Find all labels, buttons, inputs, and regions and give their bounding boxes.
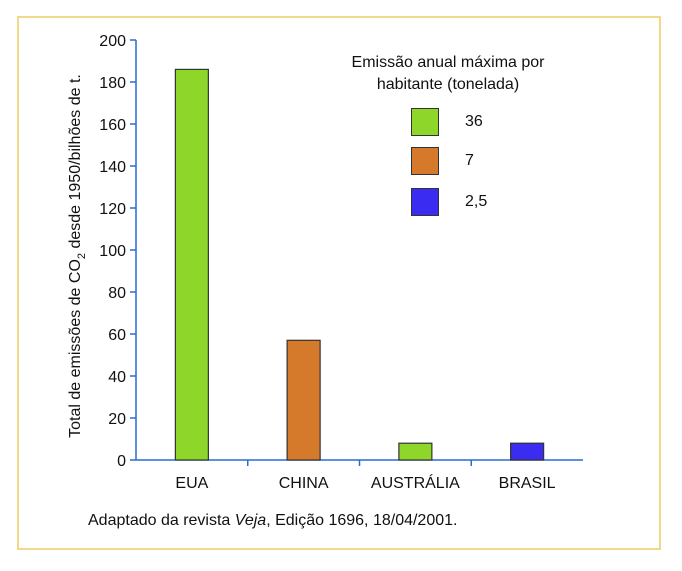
y-tick-label: 40: [108, 369, 126, 386]
y-tick-label: 160: [99, 117, 126, 134]
x-tick-labels: EUA CHINA AUSTRÁLIA BRASIL: [175, 473, 555, 492]
source-prefix: Adaptado da revista: [88, 512, 235, 529]
bar-austrália: [398, 442, 433, 461]
axes: [130, 39, 583, 466]
y-tick-label: 60: [108, 327, 126, 344]
legend-item-7: 7: [411, 147, 474, 175]
x-tick-label: BRASIL: [499, 475, 556, 492]
legend-swatch-2-5: [411, 188, 439, 216]
chart-frame: [17, 16, 661, 550]
y-axis-label: Total de emissões de CO2 desde 1950/bilh…: [67, 74, 88, 438]
legend-item-36: 36: [411, 108, 483, 136]
y-axis-label-suffix: desde 1950/bilhões de t.: [67, 74, 84, 253]
legend-title-line1: Emissão anual máxima por: [351, 54, 545, 71]
x-tick-label: EUA: [175, 475, 208, 492]
y-tick-label: 180: [99, 75, 126, 92]
bar-brasil: [510, 442, 545, 461]
y-tick-label: 120: [99, 201, 126, 218]
y-axis-label-prefix: Total de emissões de CO: [67, 259, 84, 438]
x-tick-label: CHINA: [279, 475, 329, 492]
y-tick-label: 100: [99, 243, 126, 260]
legend-title: Emissão anual máxima por habitante (tone…: [308, 52, 588, 96]
legend-swatch-7: [411, 147, 439, 175]
legend-item-2-5: 2,5: [411, 188, 487, 216]
source-magazine: Veja: [234, 512, 267, 529]
source-suffix: , Edição 1696, 18/04/2001.: [266, 512, 458, 529]
bars: [174, 68, 545, 461]
bar-eua: [174, 68, 209, 461]
legend-swatch-36: [411, 108, 439, 136]
source-citation: Adaptado da revista Veja, Edição 1696, 1…: [88, 512, 457, 530]
legend-label-36: 36: [465, 113, 483, 130]
legend-label-7: 7: [465, 152, 474, 169]
x-tick-label: AUSTRÁLIA: [371, 473, 460, 492]
y-axis-label-subscript: 2: [76, 253, 88, 259]
y-tick-label: 200: [99, 33, 126, 50]
legend-title-line2: habitante (tonelada): [376, 76, 520, 93]
y-tick-label: 0: [117, 453, 126, 470]
y-tick-label: 140: [99, 159, 126, 176]
y-tick-labels: 0 20 40 60 80 100 120 140 160 180 200: [99, 33, 126, 470]
y-tick-label: 80: [108, 285, 126, 302]
legend-label-2-5: 2,5: [465, 193, 488, 210]
bar-china: [286, 339, 321, 461]
y-tick-label: 20: [108, 411, 126, 428]
